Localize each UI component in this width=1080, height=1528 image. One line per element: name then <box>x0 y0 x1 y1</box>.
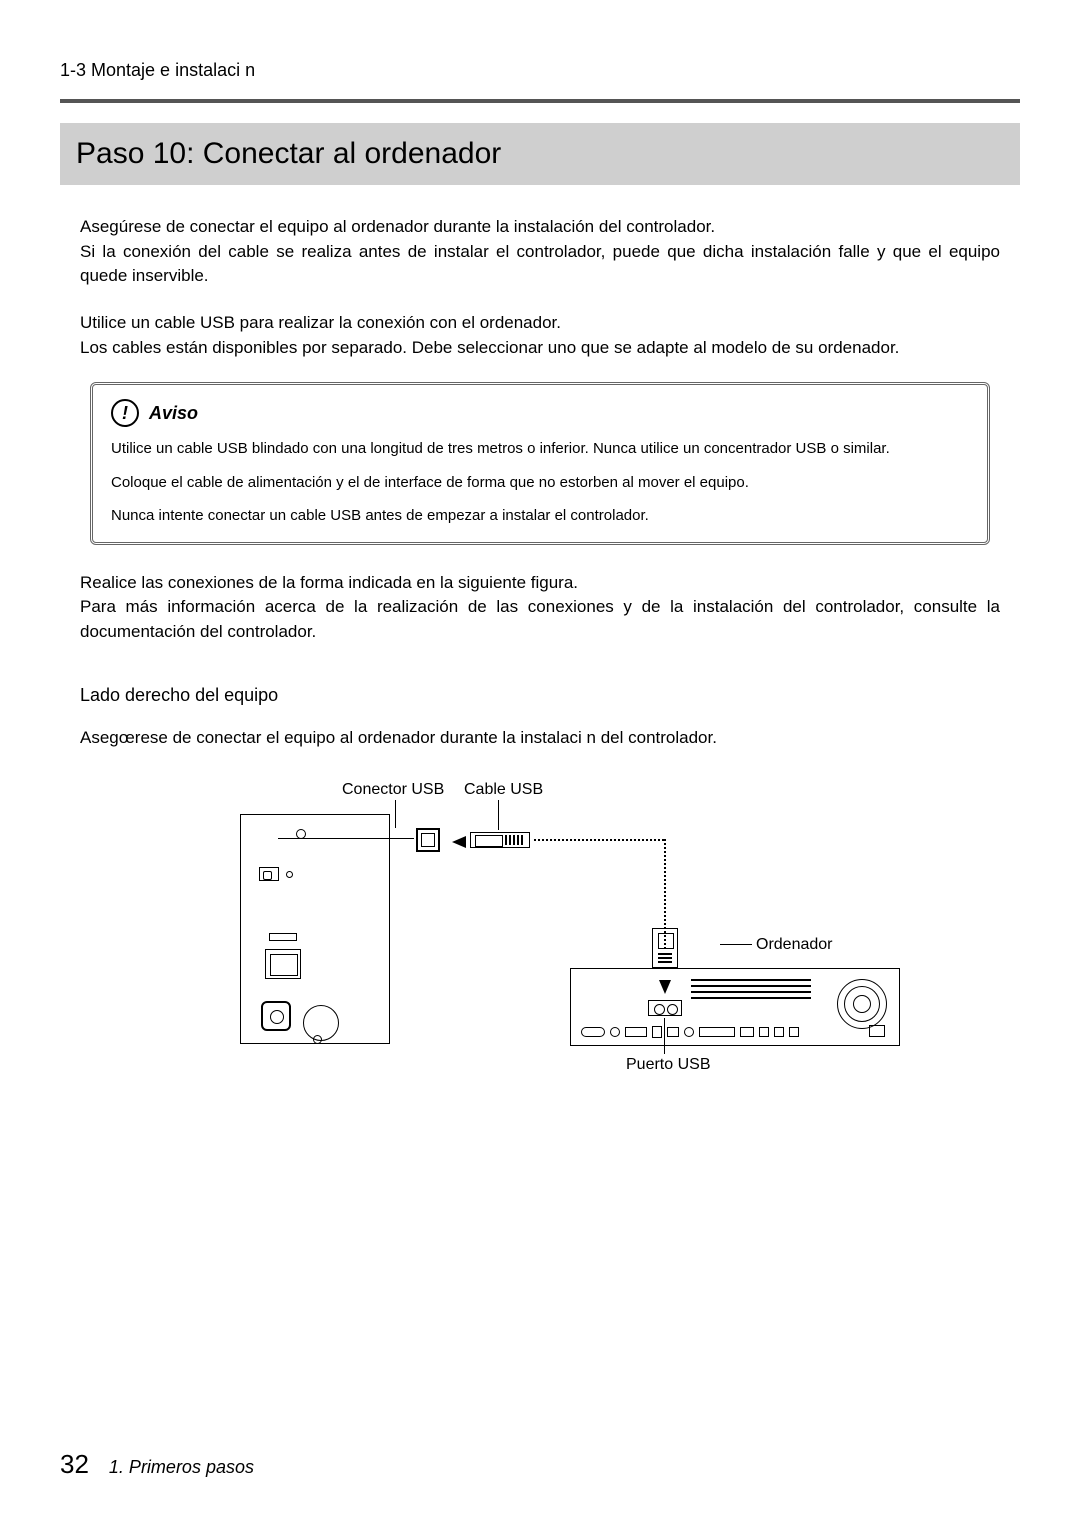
lead-line-ordenador <box>720 944 752 945</box>
section-header: 1-3 Montaje e instalaci n <box>60 60 1020 81</box>
header-rule <box>60 99 1020 103</box>
aviso-line-2: Coloque el cable de alimentación y el de… <box>111 473 969 493</box>
paragraph-3: Realice las conexiones de la forma indic… <box>80 571 1000 645</box>
label-cable-usb: Cable USB <box>464 781 543 799</box>
lead-line-conector <box>395 800 396 828</box>
panel-port-icon <box>259 867 279 881</box>
computer-power-icon <box>869 1025 885 1037</box>
paragraph-2: Utilice un cable USB para realizar la co… <box>80 311 1000 360</box>
lead-line-cable <box>498 800 499 830</box>
paragraph-1: Asegúrese de conectar el equipo al orden… <box>80 215 1000 289</box>
panel-screw-icon <box>313 1035 322 1044</box>
device-panel <box>240 814 390 1044</box>
page-number: 32 <box>60 1449 89 1480</box>
paragraph-1a: Asegúrese de conectar el equipo al orden… <box>80 217 715 236</box>
computer-ports-row <box>581 1025 819 1039</box>
label-conector-usb: Conector USB <box>342 781 444 799</box>
panel-switch-icon <box>265 949 301 979</box>
usb-connector-icon <box>416 828 440 852</box>
aviso-line-1: Utilice un cable USB blindado con una lo… <box>111 439 969 459</box>
panel-cutout-icon <box>303 1005 339 1041</box>
paragraph-1b: Si la conexión del cable se realiza ante… <box>80 242 1000 286</box>
panel-led-icon <box>286 871 293 878</box>
paragraph-2b: Los cables están disponibles por separad… <box>80 338 899 357</box>
chapter-label: 1. Primeros pasos <box>109 1457 254 1478</box>
aviso-line-3: Nunca intente conectar un cable USB ante… <box>111 506 969 526</box>
usb-cable-plug2-icon <box>652 928 678 968</box>
computer-fan-icon <box>837 979 887 1029</box>
instruction: Asegœrese de conectar el equipo al orden… <box>80 728 1000 748</box>
paragraph-3b: Para más información acerca de la realiz… <box>80 597 1000 641</box>
aviso-header: ! Aviso <box>111 399 969 427</box>
alert-icon: ! <box>111 399 139 427</box>
computer-vents-icon <box>691 979 811 1005</box>
page-footer: 32 1. Primeros pasos <box>60 1449 254 1480</box>
aviso-label: Aviso <box>149 403 198 424</box>
page: 1-3 Montaje e instalaci n Paso 10: Conec… <box>0 0 1080 1528</box>
cable-horizontal <box>534 839 664 841</box>
step-title: Paso 10: Conectar al ordenador <box>76 137 1004 171</box>
panel-power-socket-icon <box>261 1001 291 1031</box>
step-title-box: Paso 10: Conectar al ordenador <box>60 123 1020 185</box>
arrow-left-icon <box>452 836 466 848</box>
paragraph-3a: Realice las conexiones de la forma indic… <box>80 573 578 592</box>
panel-slot-icon <box>269 933 297 941</box>
aviso-box: ! Aviso Utilice un cable USB blindado co… <box>90 382 990 545</box>
connection-diagram: Conector USB Cable USB Ordenador Puerto … <box>80 778 1000 1108</box>
computer-back-icon <box>570 968 900 1046</box>
paragraph-2a: Utilice un cable USB para realizar la co… <box>80 313 561 332</box>
usb-cable-plug-icon <box>470 832 530 848</box>
label-ordenador: Ordenador <box>756 936 833 954</box>
label-puerto-usb: Puerto USB <box>626 1056 710 1074</box>
subheading: Lado derecho del equipo <box>80 685 1000 706</box>
line-device-to-conn <box>278 838 414 839</box>
